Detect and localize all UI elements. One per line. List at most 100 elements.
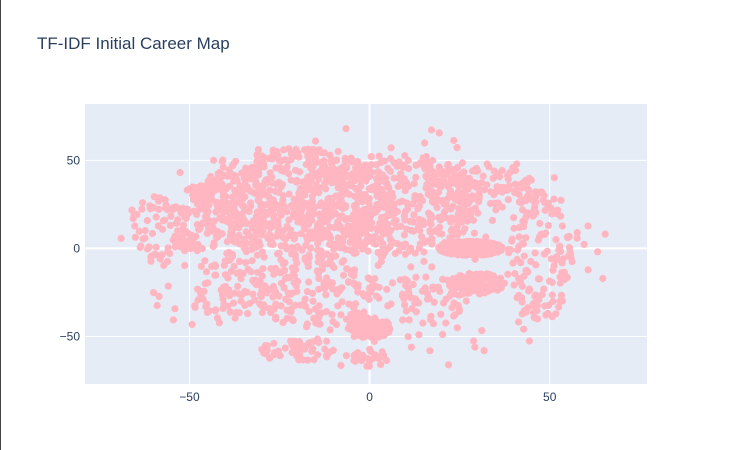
scatter-point bbox=[471, 255, 479, 263]
x-tick-label: 0 bbox=[366, 390, 373, 404]
scatter-point bbox=[182, 214, 190, 222]
scatter-point bbox=[511, 180, 519, 188]
scatter-point bbox=[402, 307, 410, 315]
scatter-point bbox=[310, 356, 318, 364]
scatter-point bbox=[199, 193, 207, 201]
scatter-point bbox=[226, 308, 234, 316]
scatter-point bbox=[283, 208, 291, 216]
scatter-point bbox=[475, 282, 483, 290]
scatter-point bbox=[252, 276, 260, 284]
scatter-point bbox=[174, 204, 182, 212]
scatter-point bbox=[159, 217, 167, 225]
scatter-point bbox=[315, 175, 323, 183]
scatter-point bbox=[350, 202, 358, 210]
scatter-point bbox=[510, 281, 518, 289]
scatter-point bbox=[270, 270, 278, 278]
scatter-point bbox=[480, 186, 488, 194]
scatter-point bbox=[437, 310, 445, 318]
scatter-point bbox=[176, 168, 184, 177]
scatter-point bbox=[346, 173, 354, 181]
scatter-point bbox=[442, 319, 450, 327]
scatter-point bbox=[532, 291, 540, 299]
scatter-point bbox=[518, 298, 526, 306]
scatter-point bbox=[311, 137, 320, 145]
scatter-point bbox=[405, 316, 413, 324]
scatter-point bbox=[480, 347, 488, 355]
scatter-point bbox=[420, 220, 428, 229]
scatter-point bbox=[387, 144, 395, 152]
scatter-point bbox=[355, 311, 363, 319]
scatter-point bbox=[292, 201, 300, 209]
scatter-point bbox=[223, 238, 231, 246]
scatter-point bbox=[202, 303, 210, 311]
scatter-point bbox=[350, 279, 358, 287]
scatter-point bbox=[351, 177, 359, 185]
scatter-point bbox=[266, 354, 274, 362]
scatter-point bbox=[402, 282, 410, 290]
scatter-point bbox=[293, 242, 301, 251]
scatter-point bbox=[341, 215, 349, 224]
scatter-point bbox=[325, 282, 333, 290]
scatter-point bbox=[369, 207, 377, 215]
scatter-point bbox=[323, 274, 331, 282]
scatter-point bbox=[302, 241, 310, 249]
scatter-point bbox=[320, 157, 328, 165]
scatter-point bbox=[305, 157, 314, 165]
scatter-point bbox=[338, 258, 346, 266]
scatter-point bbox=[450, 299, 458, 307]
scatter-point bbox=[189, 183, 197, 191]
scatter-point bbox=[248, 257, 256, 265]
scatter-point bbox=[365, 185, 373, 193]
scatter-point bbox=[433, 203, 441, 212]
scatter-point bbox=[515, 233, 523, 241]
scatter-point bbox=[171, 234, 179, 242]
scatter-point bbox=[283, 314, 291, 322]
scatter-point bbox=[399, 243, 408, 251]
scatter-point bbox=[525, 285, 534, 293]
scatter-point bbox=[321, 204, 329, 212]
scatter-point bbox=[304, 356, 312, 364]
scatter-point bbox=[155, 205, 163, 213]
scatter-point bbox=[202, 268, 211, 276]
scatter-point bbox=[455, 291, 463, 299]
scatter-point bbox=[272, 187, 280, 195]
scatter-point bbox=[573, 234, 581, 242]
scatter-point bbox=[350, 266, 359, 274]
scatter-point bbox=[237, 275, 245, 283]
scatter-point bbox=[548, 291, 556, 299]
scatter-point bbox=[363, 362, 371, 370]
scatter-point bbox=[419, 154, 427, 162]
scatter-point bbox=[412, 173, 420, 181]
scatter-point bbox=[138, 205, 146, 213]
y-tick-label: 50 bbox=[67, 153, 81, 167]
scatter-point bbox=[247, 233, 256, 241]
scatter-point bbox=[399, 316, 407, 324]
scatter-point bbox=[422, 273, 430, 281]
scatter-point bbox=[436, 170, 444, 178]
scatter-point bbox=[276, 164, 284, 172]
scatter-point bbox=[135, 227, 143, 235]
scatter-point bbox=[534, 236, 543, 244]
tick-labels: −50 0 50 −50 0 50 bbox=[60, 153, 557, 404]
scatter-point bbox=[296, 210, 305, 218]
scatter-point bbox=[248, 224, 256, 232]
scatter-point bbox=[281, 156, 289, 164]
scatter-point bbox=[205, 228, 213, 236]
scatter-point bbox=[543, 247, 551, 255]
scatter-point bbox=[478, 327, 486, 335]
scatter-point bbox=[365, 284, 374, 292]
scatter-point bbox=[152, 243, 160, 251]
scatter-point bbox=[368, 355, 377, 363]
scatter-point bbox=[390, 218, 398, 226]
scatter-point bbox=[544, 309, 552, 318]
scatter-point bbox=[243, 288, 251, 296]
scatter-point bbox=[339, 174, 348, 182]
scatter-point bbox=[540, 192, 548, 200]
window-edge bbox=[0, 0, 1, 450]
scatter-point bbox=[307, 228, 315, 236]
scatter-point bbox=[517, 259, 525, 267]
data-points bbox=[117, 125, 609, 370]
scatter-point bbox=[368, 219, 376, 227]
scatter-point bbox=[189, 195, 197, 204]
scatter-point bbox=[407, 244, 415, 252]
